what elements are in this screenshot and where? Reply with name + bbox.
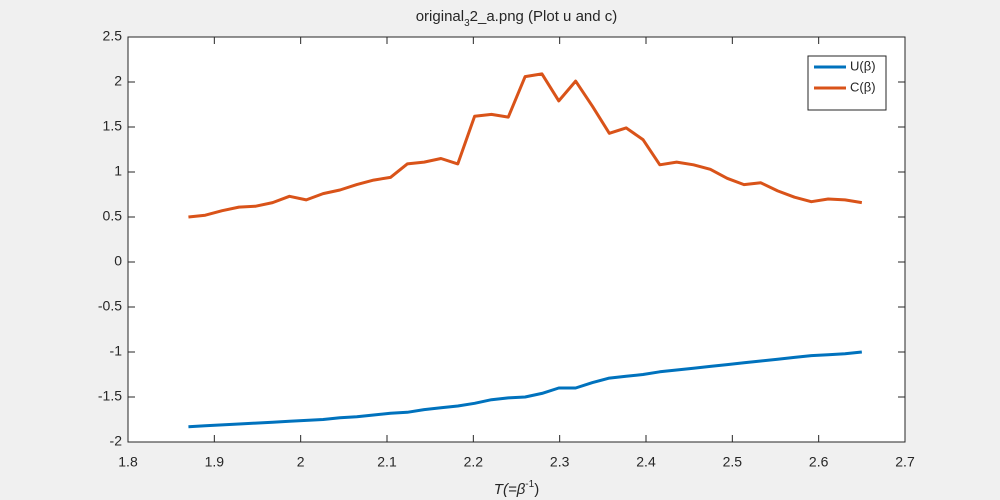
x-tick-label: 2.7 bbox=[895, 454, 915, 470]
x-tick-label: 2.2 bbox=[464, 454, 484, 470]
y-tick-label: -1 bbox=[110, 343, 123, 359]
x-label-text: T(=β bbox=[494, 481, 526, 498]
line-series bbox=[188, 350, 862, 429]
x-tick-label: 2.6 bbox=[809, 454, 829, 470]
x-tick-label: 2.5 bbox=[723, 454, 743, 470]
x-tick-label: 1.8 bbox=[118, 454, 138, 470]
x-axis-label: T(=β-1) bbox=[494, 479, 539, 498]
x-tick-label: 2.1 bbox=[377, 454, 397, 470]
title-text: original bbox=[416, 8, 464, 25]
legend-label: U(β) bbox=[850, 58, 876, 73]
y-tick-label: 1 bbox=[114, 163, 122, 179]
chart-title: original32_a.png (Plot u and c) bbox=[416, 8, 618, 29]
y-tick-label: -0.5 bbox=[98, 298, 122, 314]
y-tick-label: 0 bbox=[114, 253, 122, 269]
plot-area bbox=[128, 37, 905, 442]
y-tick-label: 0.5 bbox=[103, 208, 123, 224]
x-label-text: ) bbox=[534, 481, 539, 498]
x-tick-label: 2.4 bbox=[636, 454, 656, 470]
x-tick-label: 1.9 bbox=[205, 454, 225, 470]
y-tick-label: -1.5 bbox=[98, 388, 122, 404]
y-tick-label: 1.5 bbox=[103, 118, 123, 134]
line-series bbox=[188, 72, 863, 219]
axes-box bbox=[127, 36, 906, 443]
title-text: 2_a.png (Plot u and c) bbox=[470, 8, 618, 25]
title-subscript: 3 bbox=[464, 18, 470, 29]
y-tick-label: 2.5 bbox=[103, 28, 123, 44]
y-tick-label: -2 bbox=[110, 433, 123, 449]
x-label-superscript: -1 bbox=[525, 479, 534, 490]
legend-label: C(β) bbox=[850, 79, 876, 94]
y-tick-label: 2 bbox=[114, 73, 122, 89]
legend-box bbox=[807, 55, 887, 111]
x-tick-label: 2.3 bbox=[550, 454, 570, 470]
x-tick-label: 2 bbox=[297, 454, 305, 470]
